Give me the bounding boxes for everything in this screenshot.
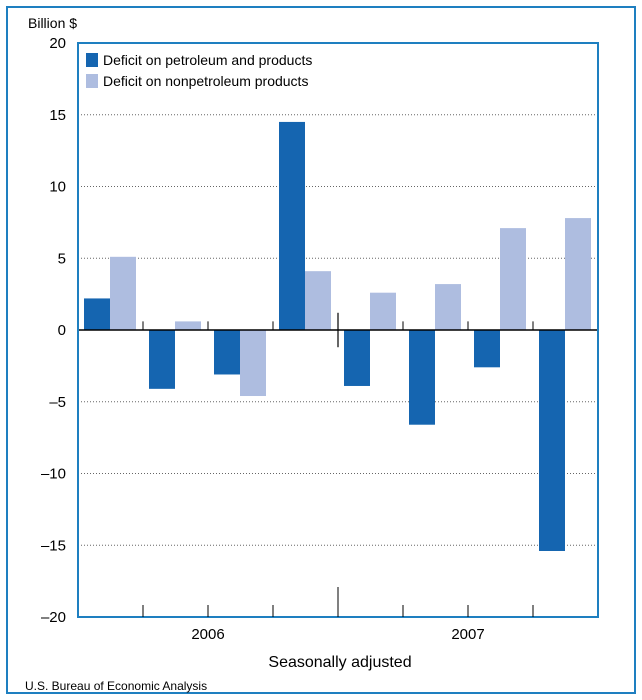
- legend-label: Deficit on petroleum and products: [103, 52, 312, 68]
- bar-petroleum: [84, 298, 110, 330]
- y-tick-label: –5: [49, 394, 66, 411]
- y-tick-label: 20: [49, 35, 66, 52]
- bar-nonpetroleum: [565, 218, 591, 330]
- source-note: U.S. Bureau of Economic Analysis: [25, 679, 207, 693]
- legend-swatch: [86, 74, 98, 88]
- bar-nonpetroleum: [110, 256, 136, 330]
- x-axis-label: Seasonally adjusted: [268, 654, 411, 671]
- bar-nonpetroleum: [370, 292, 396, 330]
- y-tick-label: –15: [41, 537, 66, 554]
- y-tick-label: –10: [41, 466, 66, 483]
- bar-nonpetroleum: [240, 330, 266, 397]
- bar-petroleum: [279, 121, 305, 330]
- y-tick-labels: 20 15 10 5 0 –5 –10 –15 –20: [41, 35, 66, 626]
- bar-petroleum: [474, 330, 500, 368]
- y-unit-label: Billion $: [28, 15, 77, 31]
- year-label: 2006: [191, 626, 224, 643]
- y-tick-label: 10: [49, 179, 66, 196]
- bar-nonpetroleum: [305, 271, 331, 330]
- bar-nonpetroleum: [500, 228, 526, 330]
- y-tick-label: 15: [49, 107, 66, 124]
- bar-petroleum: [344, 330, 370, 386]
- year-labels: 2006 2007: [191, 626, 484, 643]
- y-tick-label: 0: [58, 322, 66, 339]
- legend-label: Deficit on nonpetroleum products: [103, 73, 308, 89]
- legend-swatch: [86, 53, 98, 67]
- bar-petroleum: [409, 330, 435, 425]
- x-ticks: [142, 587, 534, 617]
- bar-petroleum: [149, 330, 175, 389]
- bar-petroleum: [214, 330, 240, 375]
- y-tick-label: 5: [58, 250, 66, 267]
- bar-nonpetroleum: [435, 284, 461, 330]
- bar-petroleum: [539, 330, 565, 551]
- year-label: 2007: [451, 626, 484, 643]
- bar-nonpetroleum: [175, 321, 201, 330]
- quarter-ticks: [142, 312, 534, 348]
- bars: [84, 121, 591, 551]
- chart-frame: [6, 6, 636, 694]
- legend: Deficit on petroleum and products Deficit…: [86, 52, 312, 89]
- y-tick-label: –20: [41, 609, 66, 626]
